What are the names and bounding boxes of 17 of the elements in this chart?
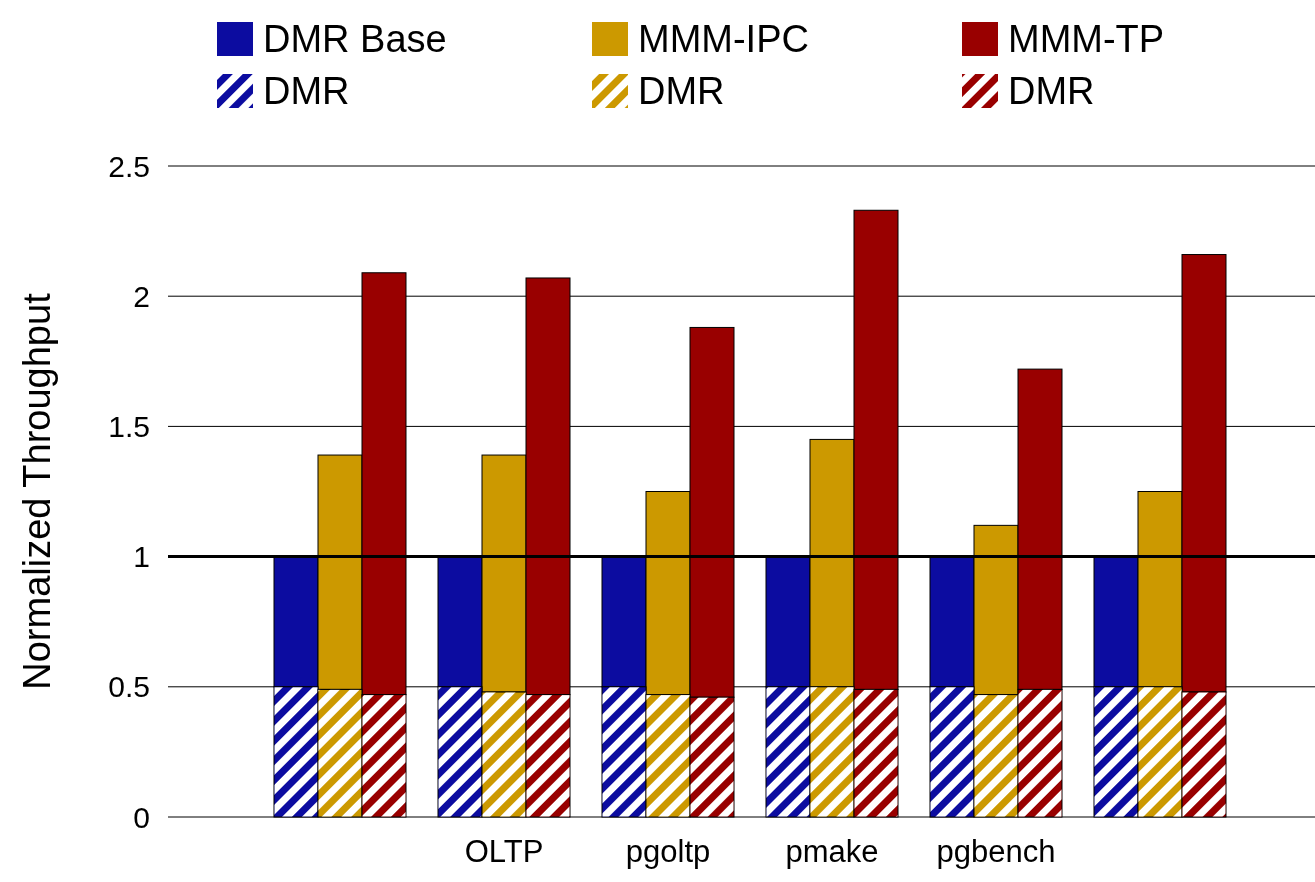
- legend-label: MMM-TP: [1008, 18, 1165, 61]
- x-tick-label: pgbench: [936, 834, 1056, 869]
- legend-label: MMM-IPC: [638, 18, 809, 61]
- x-tick-label: OLTP: [464, 834, 544, 869]
- y-tick-label: 2: [133, 279, 150, 313]
- y-tick-label: 0: [133, 800, 150, 834]
- y-tick-label: 1: [133, 540, 150, 574]
- legend-label: DMR Base: [263, 18, 447, 61]
- x-tick-label: pgoltp: [625, 834, 711, 869]
- legend-label: DMR: [1008, 70, 1095, 113]
- y-tick-label: 1.5: [108, 409, 150, 443]
- x-tick-label: pmake: [785, 834, 879, 869]
- y-axis-title: Normalized Throughput: [16, 292, 58, 690]
- y-tick-label: 2.5: [108, 149, 150, 183]
- legend-label: DMR: [638, 70, 725, 113]
- legend-label: DMR: [263, 70, 350, 113]
- y-tick-label: 0.5: [108, 670, 150, 704]
